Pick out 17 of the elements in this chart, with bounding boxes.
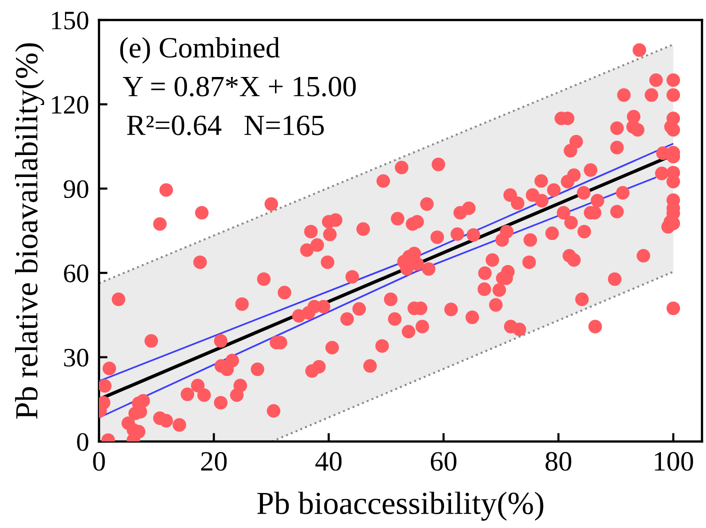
y-tick-label: 0 (77, 433, 88, 451)
x-tick-label: 100 (654, 452, 694, 471)
y-tick-label: 90 (64, 180, 88, 198)
x-tick-label: 40 (315, 452, 342, 471)
x-tick-label: 0 (93, 452, 105, 471)
y-tick-label: 120 (52, 96, 88, 114)
y-tick-label: 30 (64, 348, 88, 367)
x-tick-label: 60 (430, 452, 456, 471)
x-tick-label: 20 (201, 452, 227, 471)
y-tick-label: 60 (64, 264, 88, 282)
x-axis-title: Pb bioaccessibility(%) (257, 492, 544, 521)
y-axis-title: Pb relative bioavailability(%) (15, 43, 44, 419)
x-tick-label: 80 (546, 452, 572, 471)
annotation: Y = 0.87*X + 15.00 (122, 76, 356, 97)
annotation: R²=0.64 N=165 (126, 116, 324, 136)
y-tick-label: 150 (52, 12, 88, 30)
annotation: (e) Combined (120, 37, 280, 64)
